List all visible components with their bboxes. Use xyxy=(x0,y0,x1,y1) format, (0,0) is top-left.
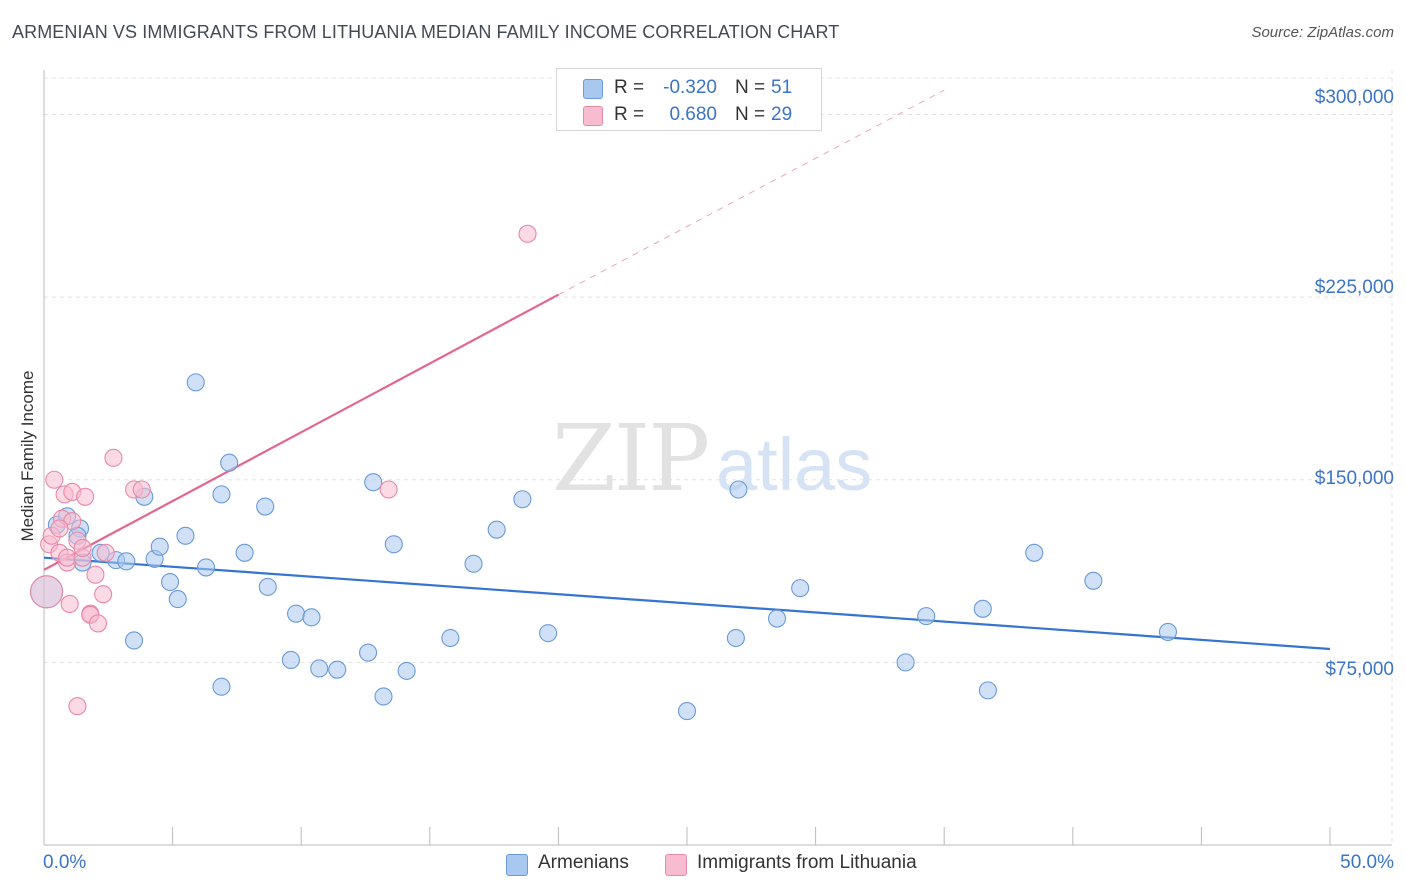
trend-line-lithuania-extension xyxy=(558,89,945,296)
point-armenians xyxy=(258,577,277,596)
point-armenians xyxy=(917,607,936,626)
point-lithuania xyxy=(104,448,123,467)
watermark-zip: ZIP xyxy=(552,405,708,512)
legend-n-value: 51 xyxy=(771,77,793,98)
series-swatch-armenians xyxy=(506,854,528,876)
point-armenians xyxy=(281,650,300,669)
series-swatch-lithuania xyxy=(665,854,687,876)
point-armenians xyxy=(767,609,787,628)
point-armenians xyxy=(973,599,992,618)
point-armenians xyxy=(791,579,810,598)
point-armenians xyxy=(677,702,697,721)
trend-line-armenians xyxy=(43,556,1331,651)
point-armenians xyxy=(124,631,144,650)
point-armenians xyxy=(168,590,187,609)
legend-n-label: N = xyxy=(735,77,766,98)
correlation-legend: R = -0.320 N = 51 R = 0.680 N = 29 xyxy=(556,68,822,131)
legend-swatch-armenians xyxy=(583,79,603,99)
legend-row-lithuania: R = 0.680 N = 29 xyxy=(557,102,821,128)
source-label: Source: ZipAtlas.com xyxy=(1251,24,1394,41)
point-armenians xyxy=(287,604,306,623)
point-armenians xyxy=(302,608,321,627)
y-tick-label: $150,000 xyxy=(1314,468,1394,489)
point-lithuania xyxy=(45,470,64,489)
y-tick-label: $75,000 xyxy=(1325,659,1394,680)
point-armenians xyxy=(160,572,180,592)
x-tick-label-max: 50.0% xyxy=(1340,852,1394,873)
point-armenians xyxy=(235,543,254,562)
point-armenians xyxy=(310,659,329,678)
legend-swatch-lithuania xyxy=(583,106,603,126)
legend-n-value: 29 xyxy=(771,104,793,125)
gridlines xyxy=(44,70,1393,845)
point-armenians xyxy=(359,643,378,662)
point-armenians xyxy=(1158,622,1178,641)
point-armenians xyxy=(513,490,532,509)
point-armenians xyxy=(441,628,460,648)
point-armenians xyxy=(384,535,403,554)
point-armenians xyxy=(186,373,205,392)
point-armenians xyxy=(364,473,383,492)
point-armenians xyxy=(196,558,216,577)
point-lithuania xyxy=(73,538,92,557)
series-legend: Armenians Immigrants from Lithuania xyxy=(0,852,1406,878)
legend-r-value: 0.680 xyxy=(669,104,717,125)
axes xyxy=(43,70,1392,846)
point-armenians xyxy=(1084,571,1103,590)
point-armenians xyxy=(220,453,239,472)
point-armenians xyxy=(212,485,231,504)
point-lithuania xyxy=(96,543,115,562)
point-armenians xyxy=(464,554,483,573)
legend-r-label: R = xyxy=(614,77,645,98)
point-armenians xyxy=(726,628,745,648)
point-lithuania xyxy=(58,548,77,567)
point-armenians xyxy=(374,687,393,706)
legend-row-armenians: R = -0.320 N = 51 xyxy=(557,75,821,101)
point-lithuania xyxy=(88,614,108,633)
point-lithuania xyxy=(30,575,64,609)
trend-lines xyxy=(43,89,1331,651)
point-lithuania xyxy=(379,480,398,499)
point-lithuania xyxy=(518,224,537,243)
point-lithuania xyxy=(76,487,95,506)
point-lithuania xyxy=(94,585,113,604)
y-tick-label: $225,000 xyxy=(1314,277,1394,298)
point-armenians xyxy=(487,520,506,539)
point-armenians xyxy=(978,681,997,700)
point-armenians xyxy=(117,552,136,571)
point-armenians xyxy=(150,537,169,556)
point-armenians xyxy=(256,497,275,516)
point-lithuania xyxy=(86,565,105,584)
point-armenians xyxy=(176,526,195,545)
legend-r-label: R = xyxy=(614,104,645,125)
point-lithuania xyxy=(132,480,151,499)
point-armenians xyxy=(212,677,231,696)
legend-r-value: -0.320 xyxy=(663,77,717,98)
legend-n-label: N = xyxy=(735,104,766,125)
chart-title: ARMENIAN VS IMMIGRANTS FROM LITHUANIA ME… xyxy=(12,22,840,42)
point-lithuania xyxy=(60,594,79,613)
series-label-lithuania: Immigrants from Lithuania xyxy=(697,852,917,873)
point-armenians xyxy=(397,661,416,680)
watermark: ZIP atlas xyxy=(552,405,872,512)
trend-line-lithuania xyxy=(43,293,559,571)
data-points xyxy=(30,224,1178,721)
y-axis-label: Median Family Income xyxy=(18,370,37,542)
x-tick-label-min: 0.0% xyxy=(43,852,87,873)
point-armenians xyxy=(729,480,748,499)
point-lithuania xyxy=(50,519,69,538)
y-tick-label: $300,000 xyxy=(1314,87,1394,108)
point-lithuania xyxy=(68,697,87,716)
series-label-armenians: Armenians xyxy=(538,852,629,873)
point-armenians xyxy=(539,624,558,643)
point-armenians xyxy=(328,660,347,679)
point-armenians xyxy=(896,653,915,672)
point-armenians xyxy=(1025,543,1044,562)
